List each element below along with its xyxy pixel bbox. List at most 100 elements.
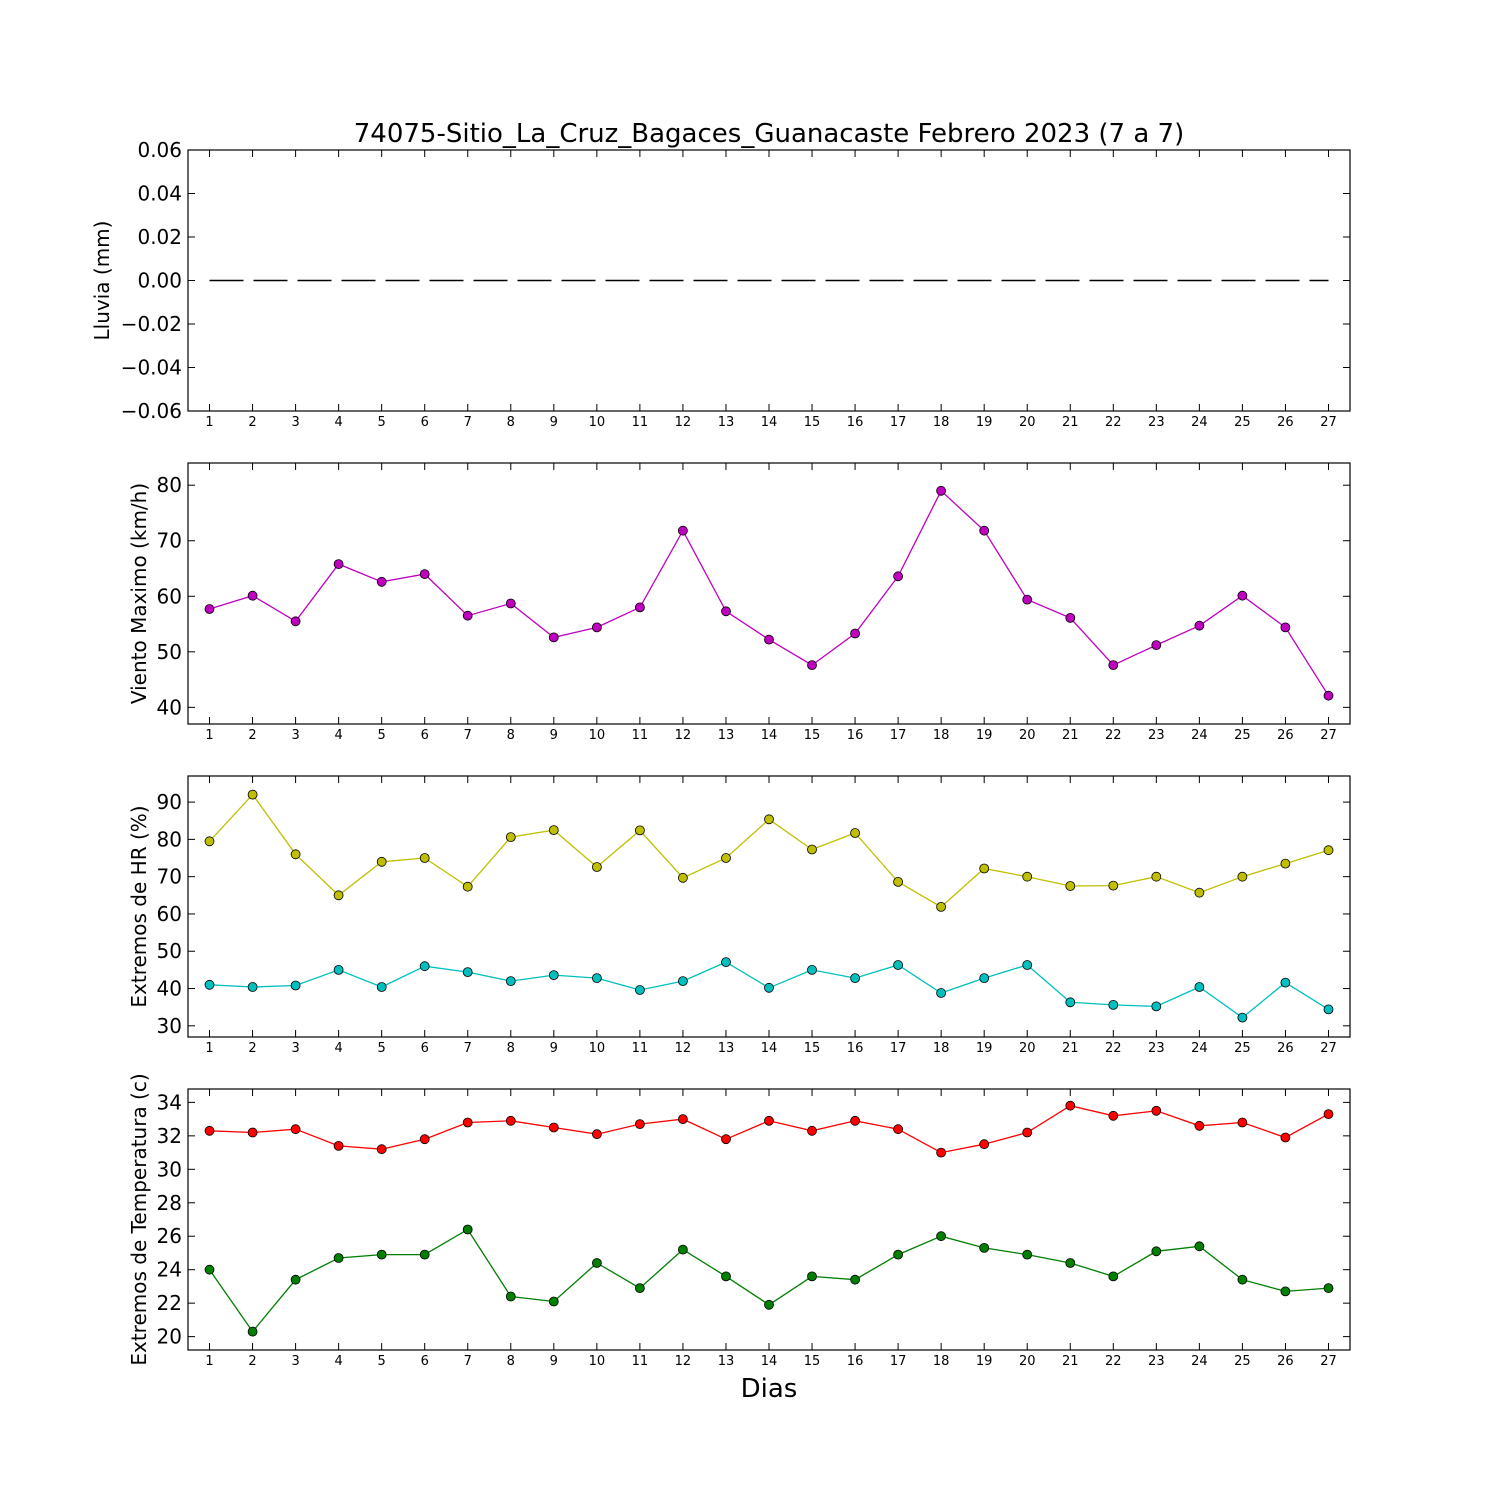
data-point-3-2-17 — [893, 960, 903, 970]
x-tick-label: 20 — [1019, 415, 1036, 430]
data-point-4-1-27 — [1323, 1109, 1334, 1119]
x-tick-label: 13 — [718, 728, 735, 743]
x-tick-label: 22 — [1105, 415, 1122, 430]
data-point-4-1-18 — [936, 1147, 946, 1158]
x-tick-label: 6 — [421, 1041, 429, 1056]
data-point-4-1-13 — [721, 1134, 731, 1145]
data-point-3-2-14 — [764, 982, 774, 993]
x-tick-label: 20 — [1019, 728, 1036, 743]
y-tick-label: 40 — [157, 695, 182, 719]
x-tick-label: 25 — [1234, 415, 1251, 430]
x-tick-label: 23 — [1148, 728, 1165, 743]
y-tick-label: 80 — [157, 827, 182, 851]
x-tick-label: 27 — [1320, 415, 1337, 430]
x-tick-label: 4 — [334, 415, 342, 430]
y-axis-label: Lluvia (mm) — [90, 221, 114, 341]
y-axis-label: Viento Maximo (km/h) — [127, 483, 151, 704]
x-tick-label: 26 — [1277, 728, 1294, 743]
data-point-3-2-10 — [592, 973, 602, 983]
data-point-3-1-21 — [1065, 881, 1076, 891]
data-point-3-1-22 — [1108, 880, 1119, 891]
x-tick-label: 13 — [718, 1041, 735, 1056]
x-tick-label: 25 — [1234, 1354, 1251, 1369]
x-tick-label: 12 — [675, 415, 692, 430]
data-point-4-1-23 — [1151, 1105, 1162, 1116]
y-tick-label: 22 — [157, 1291, 182, 1315]
x-tick-label: 7 — [464, 1354, 472, 1369]
data-point-3-1-11 — [635, 825, 645, 836]
x-tick-label: 21 — [1062, 1354, 1079, 1369]
y-tick-label: 80 — [157, 473, 182, 497]
data-point-3-1-2 — [247, 789, 258, 800]
x-tick-label: 13 — [718, 415, 735, 430]
data-point-4-2-16 — [850, 1274, 860, 1285]
data-point-3-2-27 — [1323, 1004, 1334, 1015]
x-tick-label: 21 — [1062, 415, 1079, 430]
data-point-4-1-4 — [333, 1141, 344, 1151]
data-point-4-2-21 — [1065, 1258, 1076, 1268]
data-point-4-2-20 — [1022, 1249, 1033, 1260]
data-point-4-1-14 — [764, 1115, 774, 1126]
data-point-3-1-7 — [462, 881, 473, 892]
x-tick-label: 2 — [248, 1354, 256, 1369]
data-point-2-1-26 — [1280, 622, 1291, 633]
x-tick-label: 7 — [464, 728, 472, 743]
x-tick-label: 4 — [334, 728, 342, 743]
data-point-2-1-10 — [592, 622, 602, 633]
y-tick-label: 30 — [157, 1157, 182, 1181]
x-tick-label: 3 — [291, 728, 299, 743]
data-point-2-1-7 — [462, 610, 473, 621]
data-point-4-2-5 — [376, 1249, 387, 1260]
y-tick-label: 70 — [157, 865, 182, 889]
x-tick-label: 25 — [1234, 1041, 1251, 1056]
x-tick-label: 23 — [1148, 415, 1165, 430]
data-point-2-1-12 — [678, 525, 688, 536]
data-point-2-1-19 — [979, 525, 990, 536]
data-point-3-1-26 — [1280, 858, 1291, 869]
x-tick-label: 14 — [761, 1041, 778, 1056]
data-point-4-2-19 — [979, 1243, 990, 1253]
x-tick-label: 26 — [1277, 1041, 1294, 1056]
series-line-4-2 — [208, 1228, 1329, 1333]
data-point-4-2-8 — [505, 1291, 516, 1302]
x-tick-label: 17 — [890, 415, 907, 430]
data-point-3-2-13 — [721, 957, 731, 967]
x-tick-label: 13 — [718, 1354, 735, 1369]
x-tick-label: 7 — [464, 1041, 472, 1056]
data-point-4-2-13 — [721, 1271, 731, 1282]
data-point-3-2-21 — [1065, 997, 1076, 1008]
data-point-2-1-24 — [1194, 620, 1205, 631]
x-tick-label: 27 — [1320, 728, 1337, 743]
x-tick-label: 11 — [632, 1041, 649, 1056]
data-point-4-2-25 — [1237, 1274, 1248, 1285]
x-tick-label: 24 — [1191, 1354, 1208, 1369]
data-point-3-1-19 — [979, 863, 990, 874]
data-point-4-1-16 — [850, 1115, 860, 1126]
x-tick-label: 8 — [507, 1041, 515, 1056]
x-tick-label: 1 — [205, 1041, 213, 1056]
data-point-4-1-24 — [1194, 1120, 1205, 1131]
data-point-4-2-12 — [678, 1244, 688, 1255]
data-point-3-2-7 — [462, 967, 473, 977]
x-tick-label: 11 — [632, 415, 649, 430]
data-point-3-2-9 — [548, 970, 559, 980]
x-tick-label: 9 — [550, 1041, 558, 1056]
data-point-3-2-23 — [1151, 1001, 1162, 1012]
y-tick-label: 24 — [157, 1258, 182, 1282]
x-tick-label: 10 — [589, 1041, 606, 1056]
data-point-4-1-6 — [419, 1134, 430, 1145]
data-point-3-1-16 — [850, 828, 860, 838]
data-point-3-2-24 — [1194, 982, 1205, 992]
x-tick-label: 2 — [248, 728, 256, 743]
data-point-3-2-15 — [807, 965, 817, 975]
x-tick-label: 4 — [334, 1354, 342, 1369]
data-point-4-1-17 — [893, 1124, 903, 1135]
x-tick-label: 1 — [205, 728, 213, 743]
data-point-2-1-13 — [721, 606, 731, 617]
x-tick-label: 19 — [976, 728, 993, 743]
data-point-4-2-18 — [936, 1231, 946, 1242]
x-tick-label: 3 — [291, 1354, 299, 1369]
